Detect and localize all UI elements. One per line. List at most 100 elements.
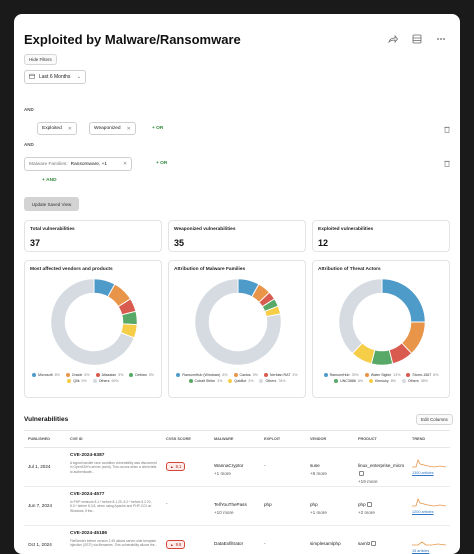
- share-icon[interactable]: [388, 34, 398, 44]
- trash-icon[interactable]: [444, 126, 450, 133]
- stat-weaponized: Weaponized vulnerabilities 35: [168, 220, 306, 252]
- malware-families-value: Ransomware, +1: [70, 161, 108, 167]
- donut-slice-others[interactable]: [50, 278, 135, 366]
- cve-id-link[interactable]: CVE-2024-6387: [70, 453, 105, 458]
- legend-swatch: [364, 373, 369, 377]
- legend-swatch: [334, 379, 339, 383]
- col-trend[interactable]: TREND: [412, 437, 426, 441]
- legend-swatch: [129, 373, 134, 377]
- vendor-more[interactable]: +8 more: [310, 471, 327, 476]
- legend-swatch: [67, 379, 72, 383]
- page-title: Exploited by Malware/Ransomware: [24, 32, 241, 47]
- legend-item[interactable]: Microsoft 8%: [32, 373, 60, 377]
- legend-item[interactable]: Cobalt Strike 3%: [188, 379, 222, 383]
- donut-chart-malware[interactable]: [193, 277, 283, 367]
- legend-swatch: [65, 373, 70, 377]
- legend-item[interactable]: Oracle 8%: [65, 373, 90, 377]
- severity-icon: ▲: [170, 542, 174, 547]
- close-icon[interactable]: ✕: [126, 125, 131, 132]
- close-icon[interactable]: ✕: [67, 125, 72, 132]
- malware-families-select[interactable]: Malware Families: Ransomware, +1 ✕: [24, 157, 132, 171]
- product-name[interactable]: linux_enterprise_micro: [358, 462, 404, 478]
- col-published[interactable]: PUBLISHED: [28, 437, 50, 441]
- col-cve-id[interactable]: CVE ID: [70, 437, 83, 441]
- product-name[interactable]: php: [358, 501, 404, 509]
- legend-swatch: [259, 379, 264, 383]
- donut-slice-others[interactable]: [194, 278, 282, 366]
- table-header: PUBLISHED CVE ID CVSS SCORE MALWARE EXPL…: [24, 430, 450, 448]
- col-vendor[interactable]: VENDOR: [310, 437, 327, 441]
- vendor-name[interactable]: suse: [310, 463, 320, 468]
- malware-families-label: Malware Families:: [29, 161, 68, 167]
- donut-chart-actors[interactable]: [337, 277, 427, 367]
- filter-chip-weaponized[interactable]: Weaponized ✕: [89, 122, 136, 135]
- vendor-more[interactable]: +1 more: [310, 510, 327, 515]
- external-link-icon[interactable]: [366, 502, 372, 508]
- legend-swatch: [369, 379, 374, 383]
- malware-name[interactable]: WannaCryptor: [214, 463, 244, 468]
- published-date: Jul 1, 2024: [28, 464, 51, 469]
- table-row[interactable]: Oct 1, 2024 CVE-2024-45186 FileSender be…: [24, 526, 450, 554]
- trend-articles-link[interactable]: 15 articles: [412, 549, 430, 553]
- trend-sparkline: [412, 458, 447, 468]
- legend-item[interactable]: RansomHub 25%: [323, 373, 359, 377]
- table-row[interactable]: Jun 7, 2024 CVE-2024-4577 In PHP version…: [24, 487, 450, 526]
- vendor-name[interactable]: simplesamlphp: [310, 541, 341, 546]
- legend-item[interactable]: Water Sigbin 13%: [364, 373, 400, 377]
- edit-columns-button[interactable]: Edit Columns: [416, 414, 453, 425]
- cve-id-link[interactable]: CVE-2024-45186: [70, 531, 108, 536]
- col-exploit[interactable]: EXPLOIT: [264, 437, 281, 441]
- legend-swatch: [406, 373, 411, 377]
- product-name[interactable]: saml2: [358, 540, 404, 548]
- product-more[interactable]: +2 more: [358, 510, 375, 515]
- external-link-icon[interactable]: [359, 471, 364, 477]
- add-or-button-1[interactable]: + OR: [152, 126, 164, 131]
- donut-slice-others[interactable]: [338, 278, 383, 355]
- dashboard-icon[interactable]: [412, 34, 422, 44]
- legend-item[interactable]: Nerbian RAT 3%: [263, 373, 298, 377]
- legend-item[interactable]: Others 69%: [92, 379, 119, 383]
- filter-chip-exploited[interactable]: Exploited ✕: [37, 122, 77, 135]
- donut-chart-vendors[interactable]: [49, 277, 139, 367]
- published-date: Oct 1, 2024: [28, 542, 52, 547]
- stat-total: Total vulnerabilities 37: [24, 220, 162, 252]
- legend-item[interactable]: QakBot 3%: [228, 379, 253, 383]
- trend-articles-link[interactable]: 1200 articles: [412, 510, 434, 514]
- legend-item[interactable]: UNC3886 8%: [334, 379, 363, 383]
- hide-filters-button[interactable]: Hide Filters: [24, 54, 57, 65]
- legend-item[interactable]: Others 78%: [259, 379, 285, 383]
- malware-more[interactable]: +1 more: [214, 471, 231, 476]
- legend-item[interactable]: Others 38%: [401, 379, 428, 383]
- product-more[interactable]: +19 more: [358, 479, 378, 484]
- legend-item[interactable]: Atlassian 5%: [95, 373, 123, 377]
- trend-articles-link[interactable]: 1300 articles: [412, 471, 434, 475]
- col-cvss[interactable]: CVSS SCORE: [166, 437, 191, 441]
- close-icon[interactable]: ✕: [122, 161, 127, 167]
- legend-swatch: [95, 373, 100, 377]
- malware-name[interactable]: TellYouThePass: [214, 502, 247, 507]
- update-saved-view-button[interactable]: Update Saved View: [24, 197, 79, 211]
- col-malware[interactable]: MALWARE: [214, 437, 234, 441]
- chart-card-malware: Attribution of Malware Families RansomHu…: [168, 260, 306, 398]
- cve-id-link[interactable]: CVE-2024-4577: [70, 492, 105, 497]
- legend-item[interactable]: Cactus 5%: [233, 373, 258, 377]
- table-row[interactable]: Jul 1, 2024 CVE-2024-6387 A signal handl…: [24, 448, 450, 487]
- legend-item[interactable]: RansomHub (Windows) 8%: [176, 373, 228, 377]
- vulnerabilities-table: PUBLISHED CVE ID CVSS SCORE MALWARE EXPL…: [24, 430, 450, 554]
- malware-more[interactable]: +10 more: [214, 510, 234, 515]
- legend-item[interactable]: Qlik 5%: [67, 379, 87, 383]
- add-and-button[interactable]: + AND: [42, 178, 57, 183]
- legend-item[interactable]: Debian 5%: [129, 373, 154, 377]
- cve-description: A signal handler race condition vulnerab…: [70, 461, 157, 474]
- more-icon[interactable]: [436, 34, 446, 44]
- legend-item[interactable]: Storm-1567 8%: [406, 373, 438, 377]
- malware-name[interactable]: DataExfiltrator: [214, 541, 244, 546]
- date-range-select[interactable]: Last 6 Months ⌄: [24, 70, 86, 84]
- donut-slice-ransomhub[interactable]: [381, 278, 426, 323]
- trash-icon[interactable]: [444, 160, 450, 167]
- add-or-button-2[interactable]: + OR: [156, 161, 168, 166]
- vendor-name[interactable]: php: [310, 502, 318, 507]
- cvss-badge: ▲ 8.1: [166, 462, 186, 471]
- legend-item[interactable]: Kimsuky 8%: [369, 379, 396, 383]
- col-product[interactable]: PRODUCT: [358, 437, 377, 441]
